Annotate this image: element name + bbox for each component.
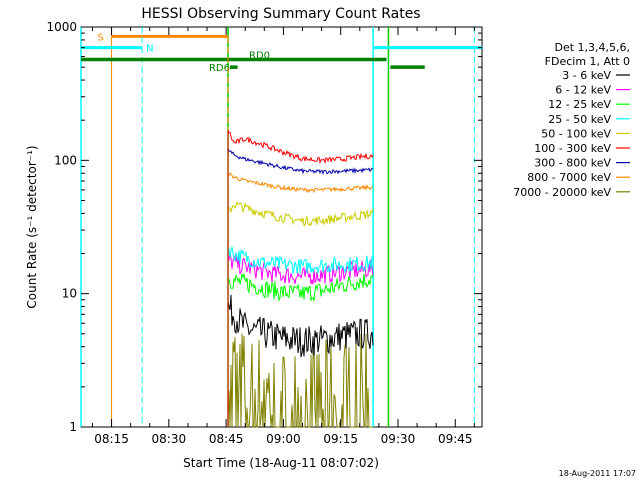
x-tick-label: 09:15 <box>323 432 358 446</box>
series-line <box>227 294 374 427</box>
legend: Det 1,3,4,5,6, FDecim 1, Att 0 3 - 6 keV… <box>513 41 630 199</box>
legend-entry-label: 300 - 800 keV <box>534 157 611 170</box>
series-line <box>227 273 374 427</box>
legend-entry-label: 25 - 50 keV <box>548 113 611 126</box>
series-line <box>227 246 374 427</box>
y-tick-label: 1 <box>69 420 77 434</box>
series-line <box>227 128 374 427</box>
x-tick-label: 09:45 <box>438 432 473 446</box>
y-tick-label: 100 <box>54 153 77 167</box>
series-line <box>227 333 373 428</box>
footer-stamp: 18-Aug-2011 17:07 <box>559 469 636 478</box>
legend-entry-label: 50 - 100 keV <box>541 127 611 140</box>
plot-frame <box>80 26 483 428</box>
x-tick-label: 09:30 <box>381 432 416 446</box>
legend-entry-label: 7000 - 20000 keV <box>513 186 611 199</box>
legend-entry-label: 12 - 25 keV <box>548 98 611 111</box>
series-layer <box>227 128 374 428</box>
legend-entry-label: 800 - 7000 keV <box>527 171 611 184</box>
marker-label-rd6: RD6 <box>209 63 230 74</box>
y-tick-label: 1000 <box>46 20 77 34</box>
marker-label-n: N <box>146 44 153 55</box>
x-tick-label: 08:30 <box>152 432 187 446</box>
x-tick-label: 09:00 <box>266 432 301 446</box>
series-line <box>227 201 374 427</box>
legend-header-1: Det 1,3,4,5,6, <box>554 41 630 54</box>
legend-entry-label: 100 - 300 keV <box>534 142 611 155</box>
series-line <box>227 172 374 427</box>
series-line <box>227 148 374 427</box>
marker-label-rd0: RD0 <box>249 51 270 62</box>
legend-entry-label: 6 - 12 keV <box>555 84 611 97</box>
markers-layer: S N RD0 RD6 <box>80 27 482 427</box>
legend-entry-label: 3 - 6 keV <box>562 69 611 82</box>
x-axis-label: Start Time (18-Aug-11 08:07:02) <box>183 456 379 470</box>
marker-label-s: S <box>98 32 104 43</box>
legend-header-2: FDecim 1, Att 0 <box>545 55 630 68</box>
x-tick-label: 08:15 <box>94 432 129 446</box>
chart-title: HESSI Observing Summary Count Rates <box>141 6 420 22</box>
y-axis-label: Count Rate (s⁻¹ detector⁻¹) <box>25 145 39 308</box>
x-tick-label: 08:45 <box>209 432 244 446</box>
y-tick-label: 10 <box>62 287 77 301</box>
axes-layer: 1 10 100 1000 08:15 08:30 08:45 09:00 09:15 09:30… <box>46 20 482 446</box>
